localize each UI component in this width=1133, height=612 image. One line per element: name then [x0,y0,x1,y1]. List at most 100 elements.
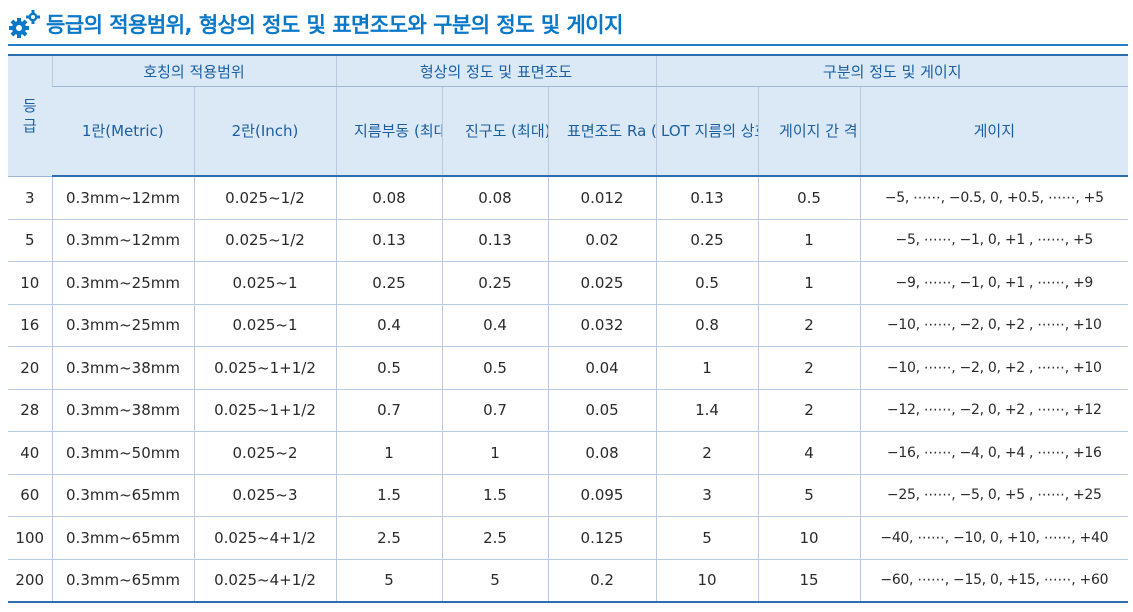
header-row-groups: 등급 호칭의 적용범위 형상의 정도 및 표면조도 구분의 정도 및 게이지 [8,55,1129,177]
cell-gauge: −25, ⋯⋯, −5, 0, +5 , ⋯⋯, +25 [859,474,1129,517]
cell-metric-range: 0.3mm~12mm [51,176,194,220]
cell-inch-range: 0.025~3 [193,474,336,517]
cell-diameter-variation: 1 [335,431,442,475]
cell-metric-range: 0.3mm~50mm [51,431,194,475]
cell-gauge: −10, ⋯⋯, −2, 0, +2 , ⋯⋯, +10 [859,346,1129,390]
col-metric: 1란(Metric) [52,86,194,177]
cell-diameter-variation: 0.4 [335,304,442,347]
cell-inch-range: 0.025~4+1/2 [193,559,336,603]
cell-sphericity: 0.25 [441,261,548,305]
cell-grade: 28 [8,389,52,432]
col-surface-roughness: 표면조도 Ra (최대) [547,86,657,177]
table-row: 10 0.3mm~25mm 0.025~1 0.25 0.25 0.025 0.5 1 −9, … [8,261,1129,305]
cell-diameter-variation: 2.5 [335,516,442,560]
range-group-header: 호칭의 적용범위 [51,55,336,87]
cell-gauge-interval: 2 [757,389,861,432]
cell-grade: 100 [8,516,52,560]
cell-gauge: −60, ⋯⋯, −15, 0, +15, ⋯⋯, +60 [859,559,1129,603]
cell-lot-diameter-diff: 5 [655,516,759,560]
cell-gauge: −16, ⋯⋯, −4, 0, +4 , ⋯⋯, +16 [859,431,1129,475]
col-lot-diameter-diff: LOT 지름의 상호차 (최대) [655,86,759,177]
cell-gauge: −9, ⋯⋯, −1, 0, +1 , ⋯⋯, +9 [859,261,1129,305]
cell-sphericity: 0.08 [441,176,548,220]
cell-grade: 200 [8,559,52,603]
cell-diameter-variation: 5 [335,559,442,603]
cell-gauge: −5, ⋯⋯, −1, 0, +1 , ⋯⋯, +5 [859,219,1129,262]
cell-inch-range: 0.025~1/2 [193,176,336,220]
cell-diameter-variation: 0.25 [335,261,442,305]
table-row: 20 0.3mm~38mm 0.025~1+1/2 0.5 0.5 0.04 1 2 −10, … [8,346,1129,390]
cell-inch-range: 0.025~1 [193,261,336,305]
cell-surface-roughness: 0.125 [547,516,657,560]
cell-metric-range: 0.3mm~65mm [51,516,194,560]
table-row: 16 0.3mm~25mm 0.025~1 0.4 0.4 0.032 0.8 2 −10, ⋯… [8,304,1129,347]
cell-gauge: −5, ⋯⋯, −0.5, 0, +0.5, ⋯⋯, +5 [859,176,1129,220]
cell-sphericity: 0.5 [441,346,548,390]
cell-lot-diameter-diff: 0.5 [655,261,759,305]
cell-metric-range: 0.3mm~25mm [51,261,194,305]
cell-inch-range: 0.025~1+1/2 [193,389,336,432]
table-row: 3 0.3mm~12mm 0.025~1/2 0.08 0.08 0.012 0.13 0.5… [8,176,1129,220]
cell-diameter-variation: 0.5 [335,346,442,390]
col-gauge-interval: 게이지 간 격 [757,86,861,177]
col-diameter-variation-label: 지름부동 (최대) [354,121,442,140]
cell-surface-roughness: 0.05 [547,389,657,432]
cell-inch-range: 0.025~1/2 [193,219,336,262]
cell-inch-range: 0.025~2 [193,431,336,475]
cell-gauge-interval: 2 [757,304,861,347]
cell-lot-diameter-diff: 3 [655,474,759,517]
col-inch: 2란(Inch) [193,86,336,177]
cell-sphericity: 0.13 [441,219,548,262]
cell-inch-range: 0.025~4+1/2 [193,516,336,560]
cell-gauge-interval: 15 [757,559,861,603]
grade-header-label: 등급 [22,96,37,135]
table-row: 40 0.3mm~50mm 0.025~2 1 1 0.08 2 4 −16, ⋯⋯, −4, … [8,431,1129,475]
cell-metric-range: 0.3mm~65mm [51,559,194,603]
cell-lot-diameter-diff: 1 [655,346,759,390]
gears-icon [9,10,40,38]
cell-gauge-interval: 1 [757,261,861,305]
cell-grade: 3 [8,176,52,220]
cell-lot-diameter-diff: 1.4 [655,389,759,432]
cell-metric-range: 0.3mm~38mm [51,389,194,432]
col-surface-roughness-label: 표면조도 Ra (최대) [567,121,656,140]
col-sphericity-label: 진구도 (최대) [465,121,548,140]
division-group-header: 구분의 정도 및 게이지 [655,55,1129,87]
cell-surface-roughness: 0.095 [547,474,657,517]
cell-gauge: −40, ⋯⋯, −10, 0, +10, ⋯⋯, +40 [859,516,1129,560]
cell-surface-roughness: 0.04 [547,346,657,390]
cell-gauge-interval: 4 [757,431,861,475]
cell-metric-range: 0.3mm~25mm [51,304,194,347]
cell-gauge-interval: 5 [757,474,861,517]
col-lot-diameter-diff-label: LOT 지름의 상호차 (최대) [661,121,758,140]
cell-diameter-variation: 0.08 [335,176,442,220]
cell-sphericity: 5 [441,559,548,603]
cell-metric-range: 0.3mm~65mm [51,474,194,517]
col-gauge: 게이지 [859,86,1129,177]
cell-diameter-variation: 0.13 [335,219,442,262]
cell-metric-range: 0.3mm~12mm [51,219,194,262]
cell-lot-diameter-diff: 2 [655,431,759,475]
cell-grade: 10 [8,261,52,305]
table-row: 5 0.3mm~12mm 0.025~1/2 0.13 0.13 0.02 0.25 1 −5,… [8,219,1129,262]
cell-diameter-variation: 0.7 [335,389,442,432]
cell-inch-range: 0.025~1 [193,304,336,347]
title-bar: 등급의 적용범위, 형상의 정도 및 표면조도와 구분의 정도 및 게이지 [8,6,1128,42]
cell-gauge-interval: 2 [757,346,861,390]
cell-gauge-interval: 0.5 [757,176,861,220]
cell-gauge-interval: 10 [757,516,861,560]
shape-group-header: 형상의 정도 및 표면조도 [335,55,657,87]
cell-diameter-variation: 1.5 [335,474,442,517]
cell-sphericity: 2.5 [441,516,548,560]
cell-surface-roughness: 0.08 [547,431,657,475]
cell-grade: 40 [8,431,52,475]
col-gauge-interval-label: 게이지 간 격 [779,121,858,140]
header-row-columns: 1란(Metric) 2란(Inch) 지름부동 (최대) 진구도 (최대) 표… [8,86,1129,177]
cell-surface-roughness: 0.02 [547,219,657,262]
cell-gauge: −12, ⋯⋯, −2, 0, +2 , ⋯⋯, +12 [859,389,1129,432]
cell-surface-roughness: 0.025 [547,261,657,305]
cell-sphericity: 1 [441,431,548,475]
cell-sphericity: 0.4 [441,304,548,347]
cell-grade: 5 [8,219,52,262]
cell-surface-roughness: 0.012 [547,176,657,220]
